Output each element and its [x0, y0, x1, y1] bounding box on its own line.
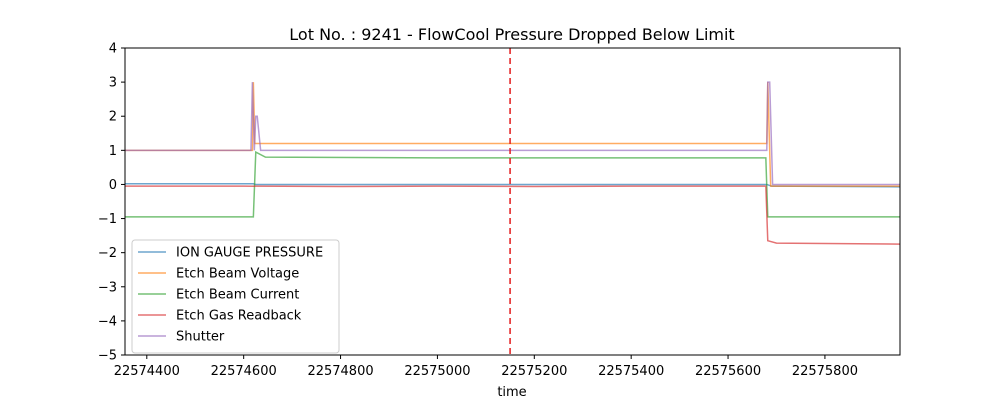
plot-frame — [124, 47, 901, 356]
x-tick-label: 22575600 — [695, 364, 761, 379]
x-tick-label: 22574800 — [307, 364, 373, 379]
y-tick-label: 0 — [109, 178, 117, 193]
y-tick-label: 2 — [109, 110, 117, 125]
legend-box — [131, 239, 340, 354]
series-line-etch-beam-voltage — [125, 82, 900, 187]
legend-label: Etch Beam Current — [176, 288, 299, 303]
legend-label: Etch Beam Voltage — [176, 267, 299, 282]
x-tick-label: 22575800 — [792, 364, 858, 379]
series-line-shutter — [125, 81, 900, 186]
series-line-etch-gas-readback — [125, 185, 900, 245]
y-tick-label: −5 — [98, 349, 117, 364]
x-tick-label: 22575200 — [501, 364, 567, 379]
y-tick-label: 4 — [109, 42, 117, 57]
y-tick-label: −1 — [98, 212, 117, 227]
y-tick-label: −3 — [98, 280, 117, 295]
legend-label: ION GAUGE PRESSURE — [176, 246, 323, 261]
y-axis: −5 −4 −3 −2 −1 0 1 2 3 4 — [98, 42, 125, 364]
series-layer — [125, 81, 900, 245]
series-line-etch-beam-current — [125, 150, 900, 218]
x-axis-title: time — [497, 385, 526, 400]
legend-label: Etch Gas Readback — [176, 309, 302, 324]
x-tick-label: 22575400 — [598, 364, 664, 379]
x-tick-label: 22574600 — [211, 364, 277, 379]
x-tick-label: 22574400 — [114, 364, 180, 379]
y-tick-label: 1 — [109, 144, 117, 159]
legend-label: Shutter — [176, 330, 225, 345]
y-tick-label: −4 — [98, 314, 117, 329]
legend: ION GAUGE PRESSURE Etch Beam Voltage Etch … — [131, 239, 340, 354]
y-tick-label: 3 — [109, 76, 117, 91]
x-axis: 22574400 22574600 22574800 22575000 22575200… — [114, 355, 858, 379]
chart-title: Lot No. : 9241 - FlowCool Pressure Dropp… — [289, 25, 734, 44]
y-tick-label: −2 — [98, 246, 117, 261]
x-tick-label: 22575000 — [404, 364, 470, 379]
